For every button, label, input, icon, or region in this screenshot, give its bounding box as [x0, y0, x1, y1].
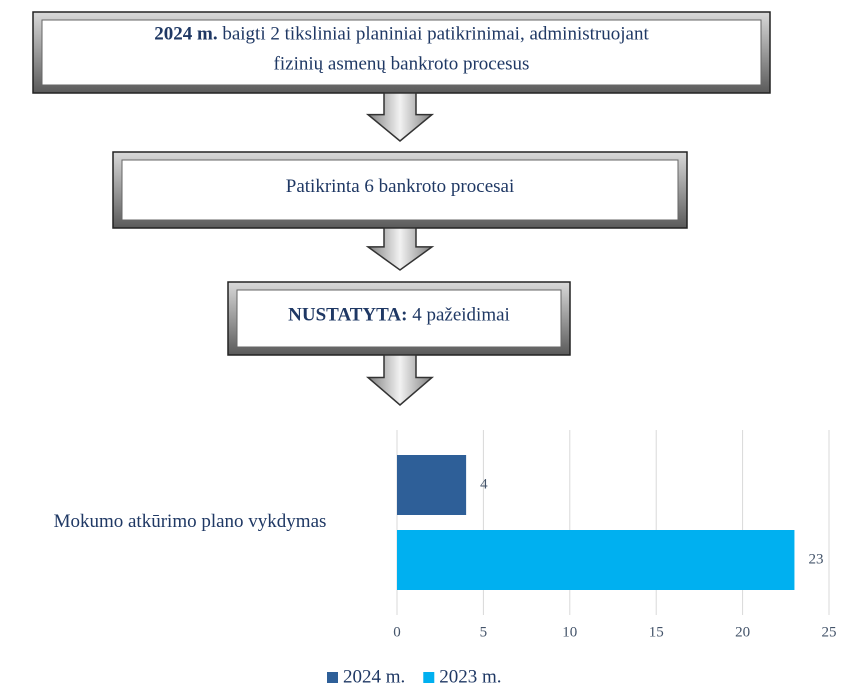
box-face [121, 159, 679, 221]
box-bold: NUSTATYTA: [288, 305, 407, 326]
box-line: 4 pažeidimai [412, 305, 510, 326]
legend-swatch [327, 672, 338, 683]
legend-label: 2024 m. [343, 666, 405, 687]
arrow [365, 227, 435, 271]
arrow [365, 354, 435, 406]
box-face [41, 19, 762, 86]
box-text: 2024 m. baigti 2 tiksliniai planiniai pa… [154, 24, 649, 45]
box-line: Patikrinta 6 bankroto procesai [286, 176, 514, 197]
x-tick-label: 20 [735, 624, 750, 640]
value-label: 4 [480, 476, 488, 492]
bar [397, 455, 467, 515]
legend-label: 2023 m. [439, 666, 501, 687]
box-text: NUSTATYTA: 4 pažeidimai [288, 305, 510, 326]
arrow [365, 92, 435, 142]
box-line: baigti 2 tiksliniai planiniai patikrinim… [222, 24, 649, 45]
x-tick-label: 0 [393, 624, 401, 640]
x-tick-label: 25 [822, 624, 837, 640]
y-tick-label: Mokumo atkūrimo plano vykdymas [54, 511, 327, 532]
x-tick-label: 15 [649, 624, 664, 640]
legend-swatch [423, 672, 435, 683]
box-text: fizinių asmenų bankroto procesus [274, 54, 530, 75]
box-bold: 2024 m. [154, 24, 217, 45]
x-tick-label: 10 [562, 624, 577, 640]
x-tick-label: 5 [480, 624, 488, 640]
box-text: Patikrinta 6 bankroto procesai [286, 176, 514, 197]
box-line: fizinių asmenų bankroto procesus [274, 54, 530, 75]
bar [397, 530, 795, 590]
value-label: 23 [808, 551, 823, 567]
box-face [236, 289, 562, 348]
